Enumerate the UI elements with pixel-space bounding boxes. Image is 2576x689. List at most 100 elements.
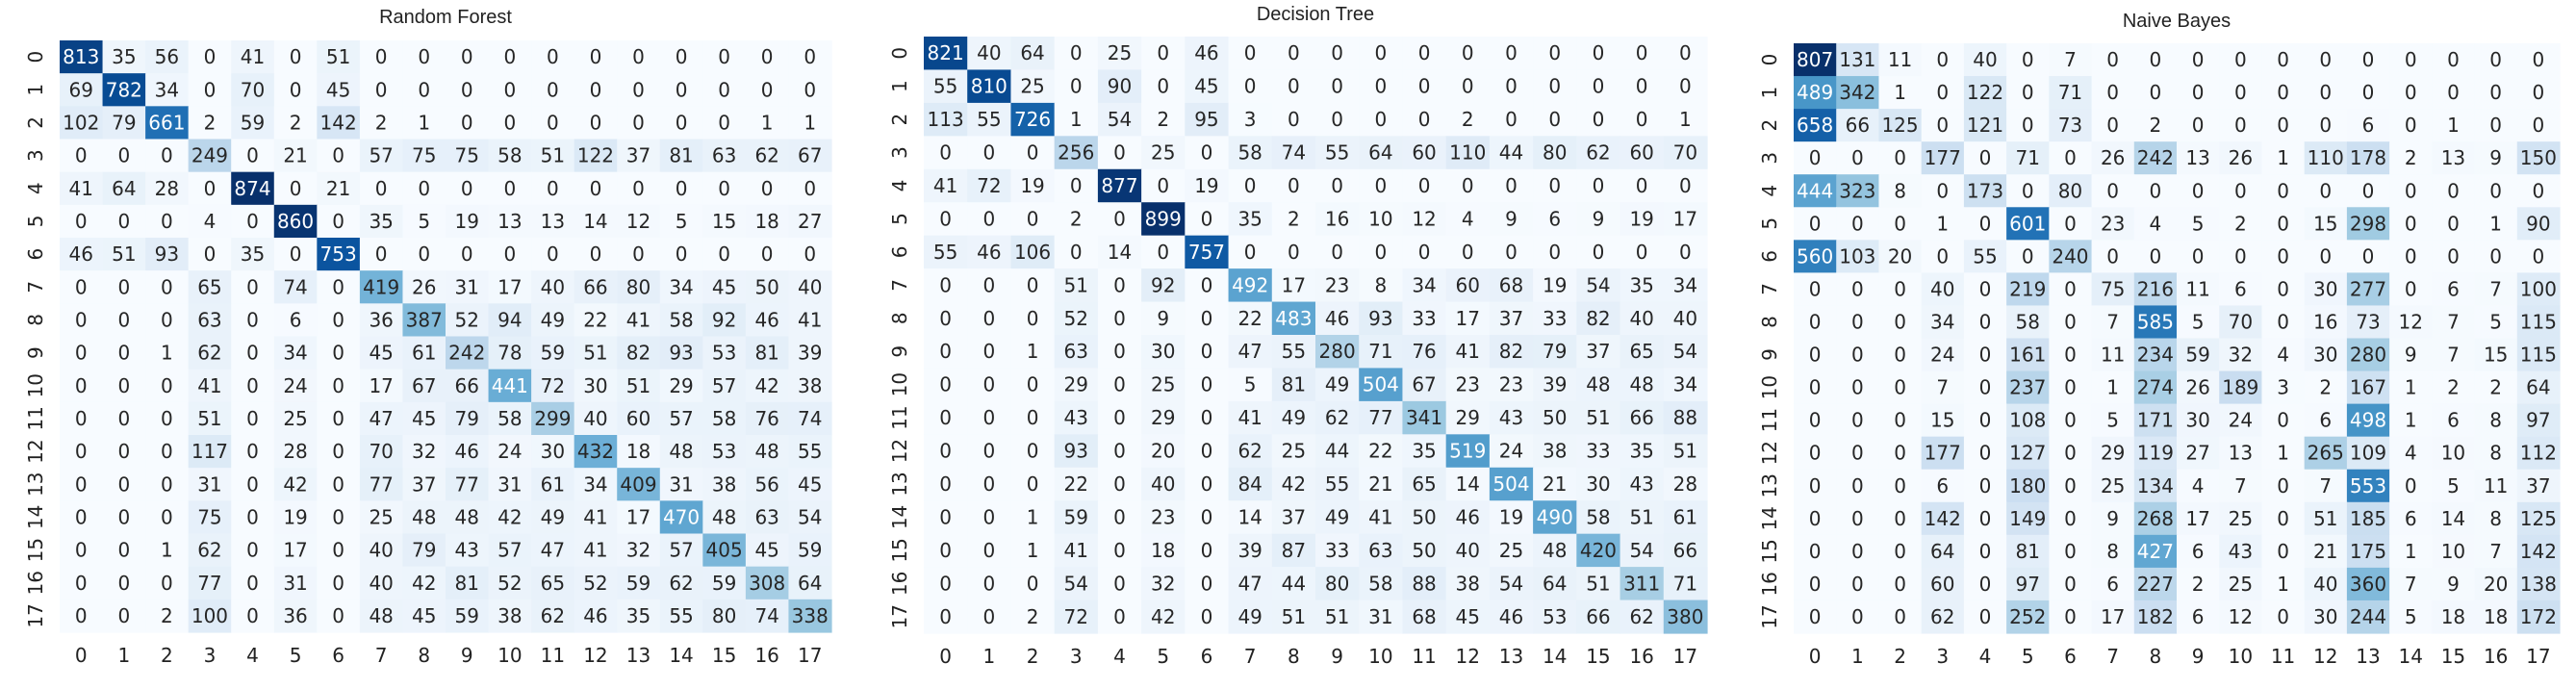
cell-value-label: 0 [2405, 179, 2417, 202]
heatmap-cell [402, 369, 446, 403]
cell-value-label: 40 [2313, 573, 2337, 596]
heatmap-cell [1620, 335, 1665, 370]
cell-value-label: 0 [375, 177, 388, 200]
cell-value-label: 63 [754, 505, 778, 528]
cell-value-label: 0 [1201, 505, 1213, 528]
heatmap-cell [1921, 370, 1965, 405]
heatmap-cell [1663, 467, 1708, 501]
y-tick-label: 5 [24, 216, 47, 228]
heatmap-cell [317, 40, 361, 74]
heatmap-cell [2133, 174, 2178, 208]
heatmap-cell [317, 599, 361, 633]
cell-value-label: 31 [497, 472, 522, 496]
heatmap-cell [402, 599, 446, 633]
cell-value-label: 0 [1809, 573, 1822, 596]
cell-value-label: 69 [69, 78, 93, 101]
heatmap-cell [2346, 534, 2390, 569]
cell-value-label: 0 [204, 45, 217, 68]
heatmap-cell [2516, 43, 2561, 77]
cell-value-label: 0 [2533, 48, 2545, 71]
cell-value-label: 0 [718, 242, 730, 266]
heatmap-cell [1533, 434, 1577, 469]
cell-value-label: 242 [2137, 146, 2174, 169]
heatmap-cell [2346, 272, 2390, 307]
cell-value-label: 0 [2106, 244, 2119, 268]
heatmap-cell [1921, 403, 1965, 438]
heatmap-cell [2346, 174, 2390, 208]
y-tick-label: 10 [24, 373, 47, 397]
heatmap-cell [702, 500, 747, 535]
cell-value-label: 25 [1151, 141, 1175, 165]
heatmap-cell [2133, 338, 2178, 372]
heatmap-cell [2261, 43, 2306, 77]
cell-value-label: 0 [2489, 48, 2502, 71]
y-tick-label: 2 [1758, 119, 1781, 132]
cell-value-label: 21 [1368, 472, 1392, 496]
heatmap-cell [967, 168, 1012, 203]
heatmap-cell [2177, 174, 2220, 208]
cell-value-label: 38 [798, 374, 822, 397]
heatmap-cell [1185, 37, 1230, 71]
heatmap-cell [2006, 567, 2050, 601]
cell-value-label: 62 [541, 604, 565, 627]
heatmap-cell [659, 468, 703, 501]
heatmap-cell [1271, 301, 1316, 336]
heatmap-cell [2432, 272, 2476, 307]
cell-value-label: 0 [2192, 179, 2205, 202]
heatmap-cell [2346, 567, 2390, 601]
heatmap-cell [1921, 174, 1965, 208]
heatmap-cell [1228, 168, 1273, 203]
heatmap-cell [659, 303, 703, 338]
heatmap-cell [2346, 469, 2390, 503]
cell-value-label: 63 [197, 308, 221, 331]
cell-value-label: 0 [2234, 48, 2247, 71]
cell-value-label: 0 [418, 177, 430, 200]
cell-value-label: 0 [2277, 474, 2289, 498]
cell-value-label: 81 [1282, 373, 1306, 396]
cell-value-label: 0 [1548, 108, 1561, 131]
cell-value-label: 0 [418, 242, 430, 266]
cell-value-label: 88 [1673, 406, 1697, 429]
heatmap-cell [702, 336, 747, 370]
cell-value-label: 0 [1157, 241, 1169, 264]
cell-value-label: 87 [1282, 539, 1306, 562]
cell-value-label: 59 [626, 572, 650, 595]
heatmap-cell [1010, 168, 1056, 203]
heatmap-cell [1663, 368, 1708, 402]
cell-value-label: 81 [455, 572, 479, 595]
heatmap-cell [574, 171, 618, 206]
cell-value-label: 51 [1282, 605, 1306, 628]
heatmap-cell [188, 303, 232, 338]
heatmap-cell [60, 139, 104, 173]
cell-value-label: 757 [1188, 241, 1225, 264]
cell-value-label: 36 [283, 604, 307, 627]
cell-value-label: 432 [577, 440, 614, 463]
heatmap-cell [1228, 533, 1273, 568]
cell-value-label: 11 [1888, 48, 1912, 71]
heatmap-cell [2091, 207, 2135, 241]
heatmap-cell [1663, 400, 1708, 435]
heatmap-cell [1271, 102, 1316, 137]
heatmap-cell [2219, 403, 2263, 438]
heatmap-cell [659, 73, 703, 107]
cell-value-label: 6 [290, 308, 302, 331]
cell-value-label: 0 [632, 45, 645, 68]
heatmap-cell [402, 303, 446, 338]
cell-value-label: 161 [2009, 344, 2046, 367]
cell-value-label: 0 [117, 572, 130, 595]
heatmap-cell [1963, 501, 2007, 536]
cell-value-label: 60 [626, 407, 650, 430]
heatmap-cell [1489, 500, 1534, 535]
cell-value-label: 29 [669, 374, 693, 397]
cell-value-label: 0 [1936, 114, 1949, 137]
heatmap-cell [2516, 436, 2561, 471]
heatmap-cell [1963, 403, 2007, 438]
heatmap-cell [188, 401, 232, 436]
cell-value-label: 5 [2106, 409, 2119, 432]
cell-value-label: 0 [332, 144, 344, 167]
heatmap-cell [702, 468, 747, 501]
heatmap-cell [2389, 240, 2433, 273]
heatmap-cell [1963, 240, 2007, 273]
heatmap-cell [1185, 301, 1230, 336]
cell-value-label: 97 [2526, 409, 2550, 432]
